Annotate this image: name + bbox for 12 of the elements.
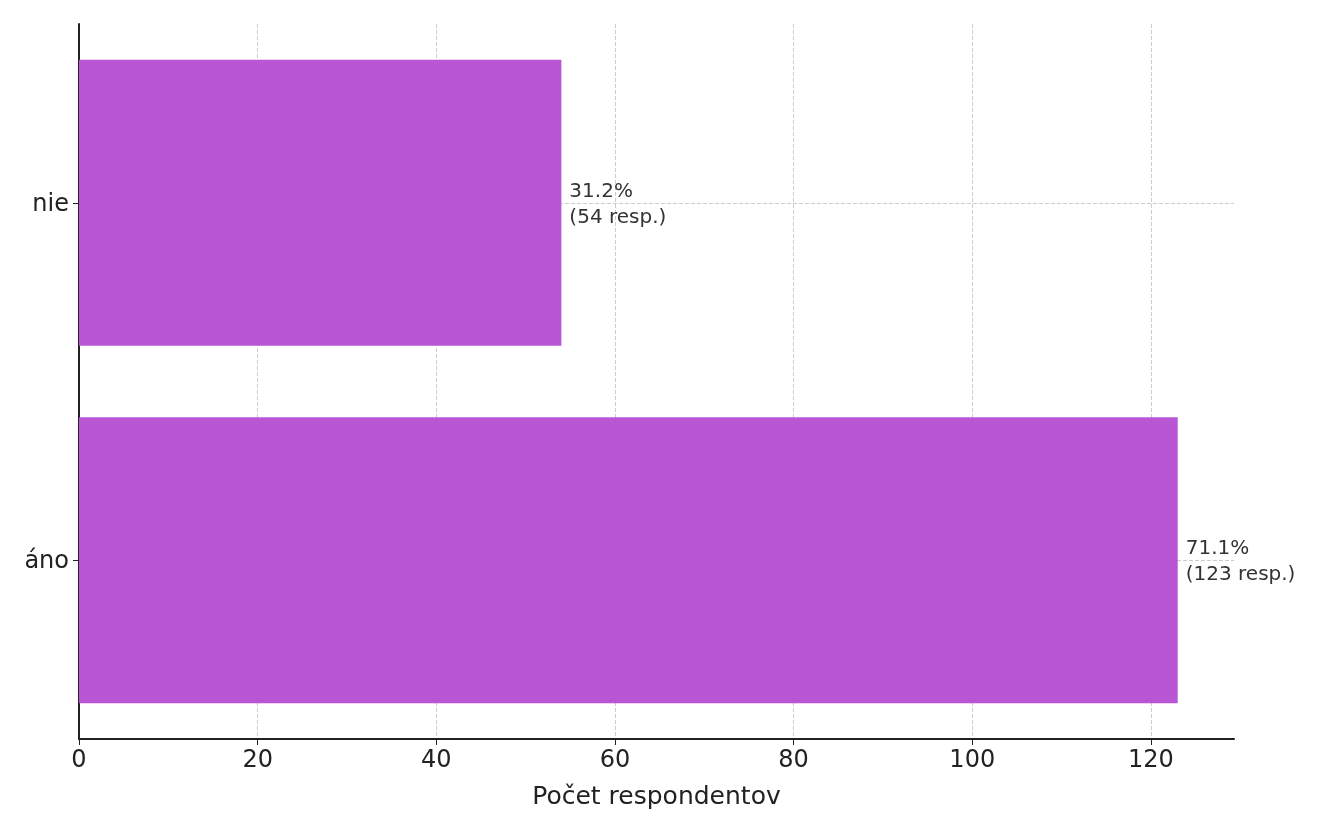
- x-tick-label: 0: [71, 745, 87, 773]
- x-tick-label: 80: [778, 745, 809, 773]
- y-tick-label: áno: [24, 546, 69, 575]
- x-tick-label: 100: [949, 745, 996, 773]
- x-tick-label: 60: [599, 745, 631, 773]
- x-tick-label: 20: [242, 745, 273, 773]
- x-tick-label: 120: [1128, 745, 1174, 773]
- data-label: 31.2% (54 resp.): [569, 177, 667, 228]
- x-tick-label: 40: [421, 745, 452, 773]
- y-tick-label: nie: [32, 188, 69, 217]
- data-label: 71.1% (123 resp.): [1185, 535, 1296, 586]
- x-axis-title: Počet respondentov: [532, 781, 781, 810]
